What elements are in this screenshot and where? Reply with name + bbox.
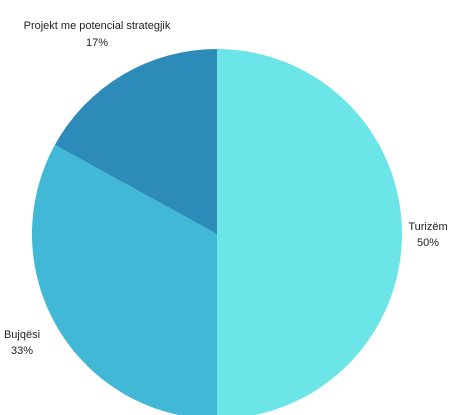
pie-slice-projekt-me-potencial-strategjik bbox=[54, 49, 217, 234]
pie-slice-turizem bbox=[217, 49, 402, 415]
pie-labels: Turizëm 50% Bujqësi 33% Projekt me potencial… bbox=[4, 20, 448, 357]
pie-slices bbox=[32, 49, 402, 415]
pie-slice-bujqesi bbox=[32, 144, 217, 415]
slice-percent-turizem: 50% bbox=[417, 237, 439, 249]
slice-label-projekt-me-potencial-strategjik: Projekt me potencial strategjik bbox=[24, 20, 171, 32]
slice-label-turizem: Turizëm bbox=[408, 221, 447, 233]
slice-percent-projekt-me-potencial-strategjik: 17% bbox=[86, 37, 108, 49]
slice-label-bujqesi: Bujqësi bbox=[4, 329, 40, 341]
slice-percent-bujqesi: 33% bbox=[11, 345, 33, 357]
